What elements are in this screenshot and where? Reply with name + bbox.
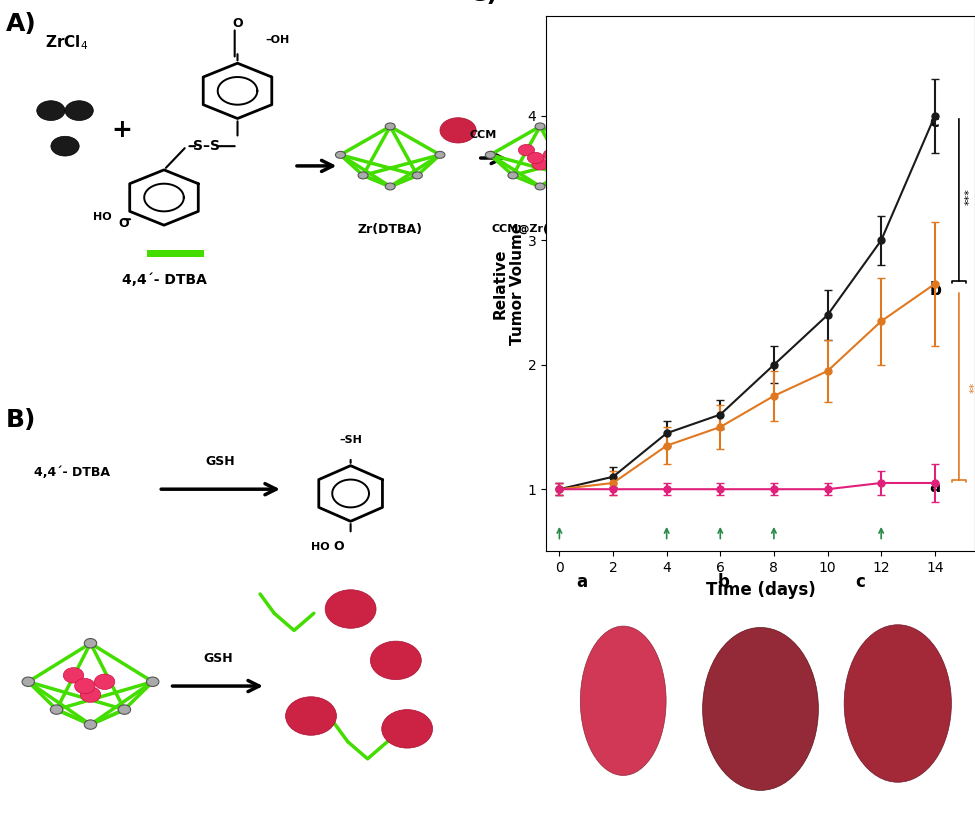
Circle shape (51, 704, 62, 714)
Circle shape (486, 151, 495, 158)
Circle shape (508, 172, 518, 179)
Circle shape (385, 183, 395, 190)
Circle shape (95, 674, 115, 690)
Text: b: b (718, 573, 729, 591)
Circle shape (585, 151, 595, 158)
Text: O: O (119, 216, 130, 230)
Circle shape (381, 709, 433, 748)
Text: a: a (929, 477, 941, 495)
Circle shape (543, 149, 560, 160)
X-axis label: Time (days): Time (days) (706, 581, 815, 598)
Text: ***: *** (964, 188, 974, 205)
Circle shape (385, 123, 395, 130)
Text: HO: HO (311, 542, 330, 552)
Circle shape (326, 590, 376, 628)
Circle shape (84, 720, 97, 729)
Text: Zr(DTBA): Zr(DTBA) (358, 223, 423, 235)
Circle shape (286, 697, 336, 735)
Circle shape (535, 183, 545, 190)
Text: –SH: –SH (339, 435, 362, 445)
Circle shape (51, 137, 79, 156)
Circle shape (532, 159, 548, 170)
Circle shape (118, 704, 131, 714)
Text: A): A) (6, 12, 36, 36)
Circle shape (435, 151, 445, 158)
Circle shape (80, 687, 100, 702)
Text: S–S: S–S (193, 139, 220, 153)
Text: CCM@Zr(DTBA): CCM@Zr(DTBA) (492, 224, 588, 235)
Circle shape (335, 151, 345, 158)
Text: b: b (929, 281, 941, 299)
Text: c: c (929, 114, 939, 131)
Circle shape (440, 118, 476, 143)
Circle shape (370, 641, 421, 680)
Text: GSH: GSH (203, 652, 232, 665)
Circle shape (37, 100, 65, 120)
Circle shape (75, 678, 95, 694)
Text: O: O (232, 17, 243, 30)
Circle shape (527, 152, 544, 164)
Y-axis label: Relative
Tumor Volume: Relative Tumor Volume (492, 223, 525, 345)
Text: HO: HO (94, 212, 112, 222)
Text: a: a (576, 573, 587, 591)
Text: B): B) (6, 408, 36, 432)
Circle shape (519, 144, 534, 156)
Text: 4,4´- DTBA: 4,4´- DTBA (122, 273, 207, 287)
Text: C): C) (469, 0, 498, 6)
Ellipse shape (844, 625, 952, 782)
Circle shape (412, 172, 422, 179)
Text: **: ** (969, 382, 975, 393)
Circle shape (84, 639, 97, 648)
Ellipse shape (703, 627, 818, 790)
Text: c: c (855, 573, 865, 591)
FancyBboxPatch shape (147, 249, 204, 257)
Circle shape (22, 677, 34, 686)
Ellipse shape (580, 626, 666, 775)
Text: –OH: –OH (266, 35, 290, 44)
Circle shape (563, 172, 572, 179)
Text: 4,4´- DTBA: 4,4´- DTBA (34, 466, 110, 478)
Text: GSH: GSH (206, 455, 235, 467)
Circle shape (535, 123, 545, 130)
Circle shape (63, 667, 84, 683)
Text: O: O (333, 541, 344, 553)
Circle shape (358, 172, 368, 179)
Text: ZrCl$_4$: ZrCl$_4$ (45, 34, 89, 52)
Circle shape (65, 100, 94, 120)
Text: CCM: CCM (470, 130, 497, 140)
Circle shape (146, 677, 159, 686)
Text: +: + (111, 119, 132, 142)
